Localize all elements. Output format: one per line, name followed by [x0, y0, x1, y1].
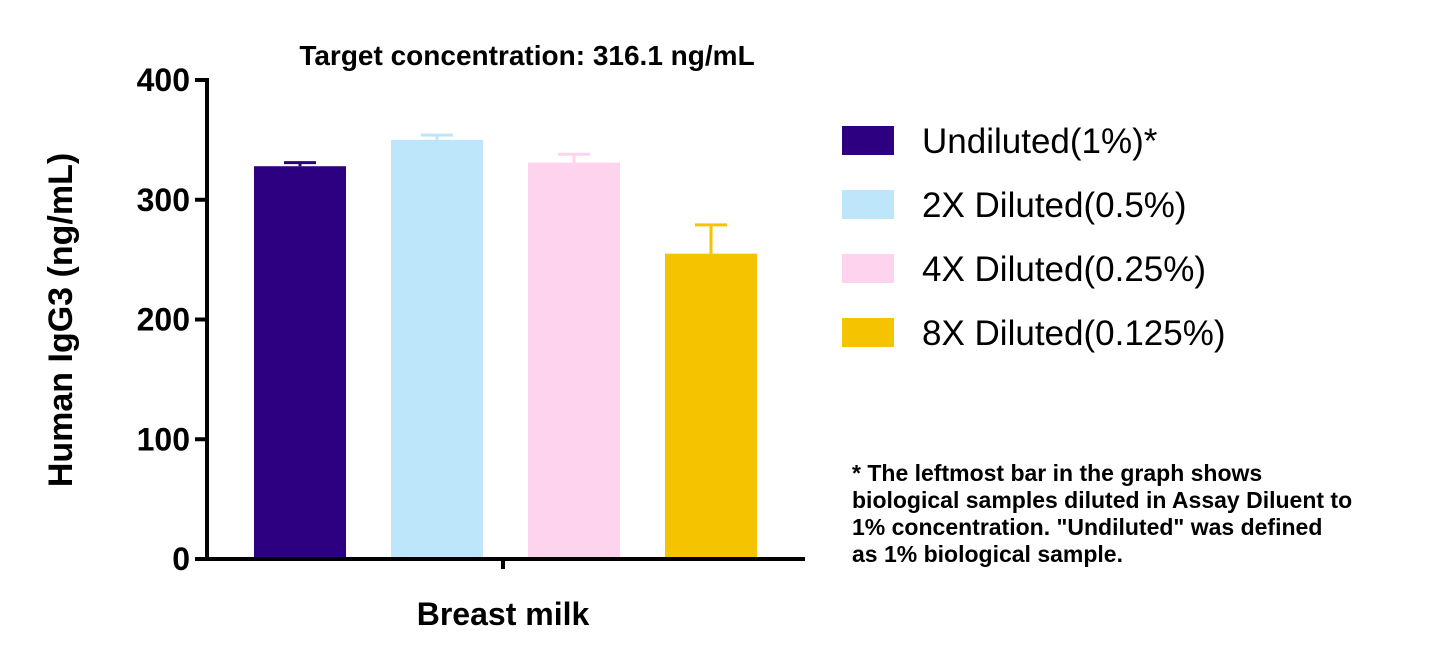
bar: [528, 162, 620, 559]
footnote: * The leftmost bar in the graph shows bi…: [852, 460, 1432, 568]
footnote-line: biological samples diluted in Assay Dilu…: [852, 487, 1353, 513]
bars-group: [254, 133, 757, 559]
y-tick-label: 100: [137, 421, 190, 457]
legend-label: 4X Diluted(0.25%): [922, 250, 1206, 289]
y-axis-label: Human IgG3 (ng/mL): [42, 153, 80, 487]
footnote-line: as 1% biological sample.: [852, 541, 1123, 567]
axes-group: 0 100 200 300 400: [137, 62, 805, 577]
legend-label: 8X Diluted(0.125%): [922, 314, 1226, 353]
legend-swatch: [842, 126, 894, 155]
y-tick-label: 200: [137, 302, 190, 338]
x-axis-label: Breast milk: [417, 596, 590, 632]
legend-label: 2X Diluted(0.5%): [922, 186, 1187, 225]
legend-swatch: [842, 190, 894, 219]
chart-title: Target concentration: 316.1 ng/mL: [299, 40, 754, 71]
legend-swatch: [842, 254, 894, 283]
legend-label: Undiluted(1%)*: [922, 122, 1158, 161]
legend-swatch: [842, 318, 894, 347]
legend: Undiluted(1%)* 2X Diluted(0.5%) 4X Diluted…: [842, 122, 1226, 353]
footnote-line: * The leftmost bar in the graph shows: [852, 460, 1263, 486]
footnote-line: 1% concentration. "Undiluted" was define…: [852, 514, 1323, 540]
bar: [391, 139, 483, 559]
bar: [665, 253, 757, 559]
y-tick-label: 400: [137, 62, 190, 98]
y-tick-label: 300: [137, 182, 190, 218]
y-tick-label: 0: [172, 541, 190, 577]
bar: [254, 166, 346, 559]
